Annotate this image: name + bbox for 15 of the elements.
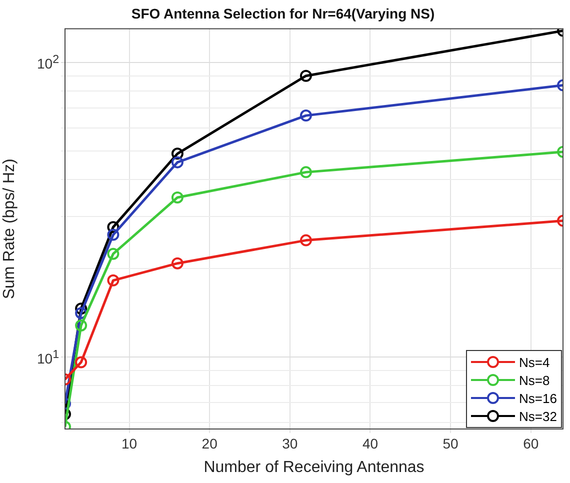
x-tick-label: 30: [282, 435, 298, 452]
x-tick-label: 20: [202, 435, 218, 452]
x-tick-label: 60: [523, 435, 539, 452]
legend-label: Ns=8: [519, 372, 550, 388]
y-tick-label: 10$^{2}$: [37, 52, 60, 72]
legend-label: Ns=32: [519, 408, 557, 424]
legend-label: Ns=16: [519, 390, 557, 406]
x-tick-label: 10: [121, 435, 138, 452]
legend-label: Ns=4: [519, 354, 550, 370]
chart-title: SFO Antenna Selection for Nr=64(Varying NS): [131, 5, 435, 22]
x-tick-label: 40: [362, 435, 378, 452]
x-tick-label: 50: [442, 435, 459, 452]
y-tick-label: 10$^{1}$: [37, 347, 60, 367]
y-axis-title: Sum Rate (bps/ Hz): [1, 158, 18, 300]
x-axis-title: Number of Receiving Antennas: [204, 458, 424, 476]
